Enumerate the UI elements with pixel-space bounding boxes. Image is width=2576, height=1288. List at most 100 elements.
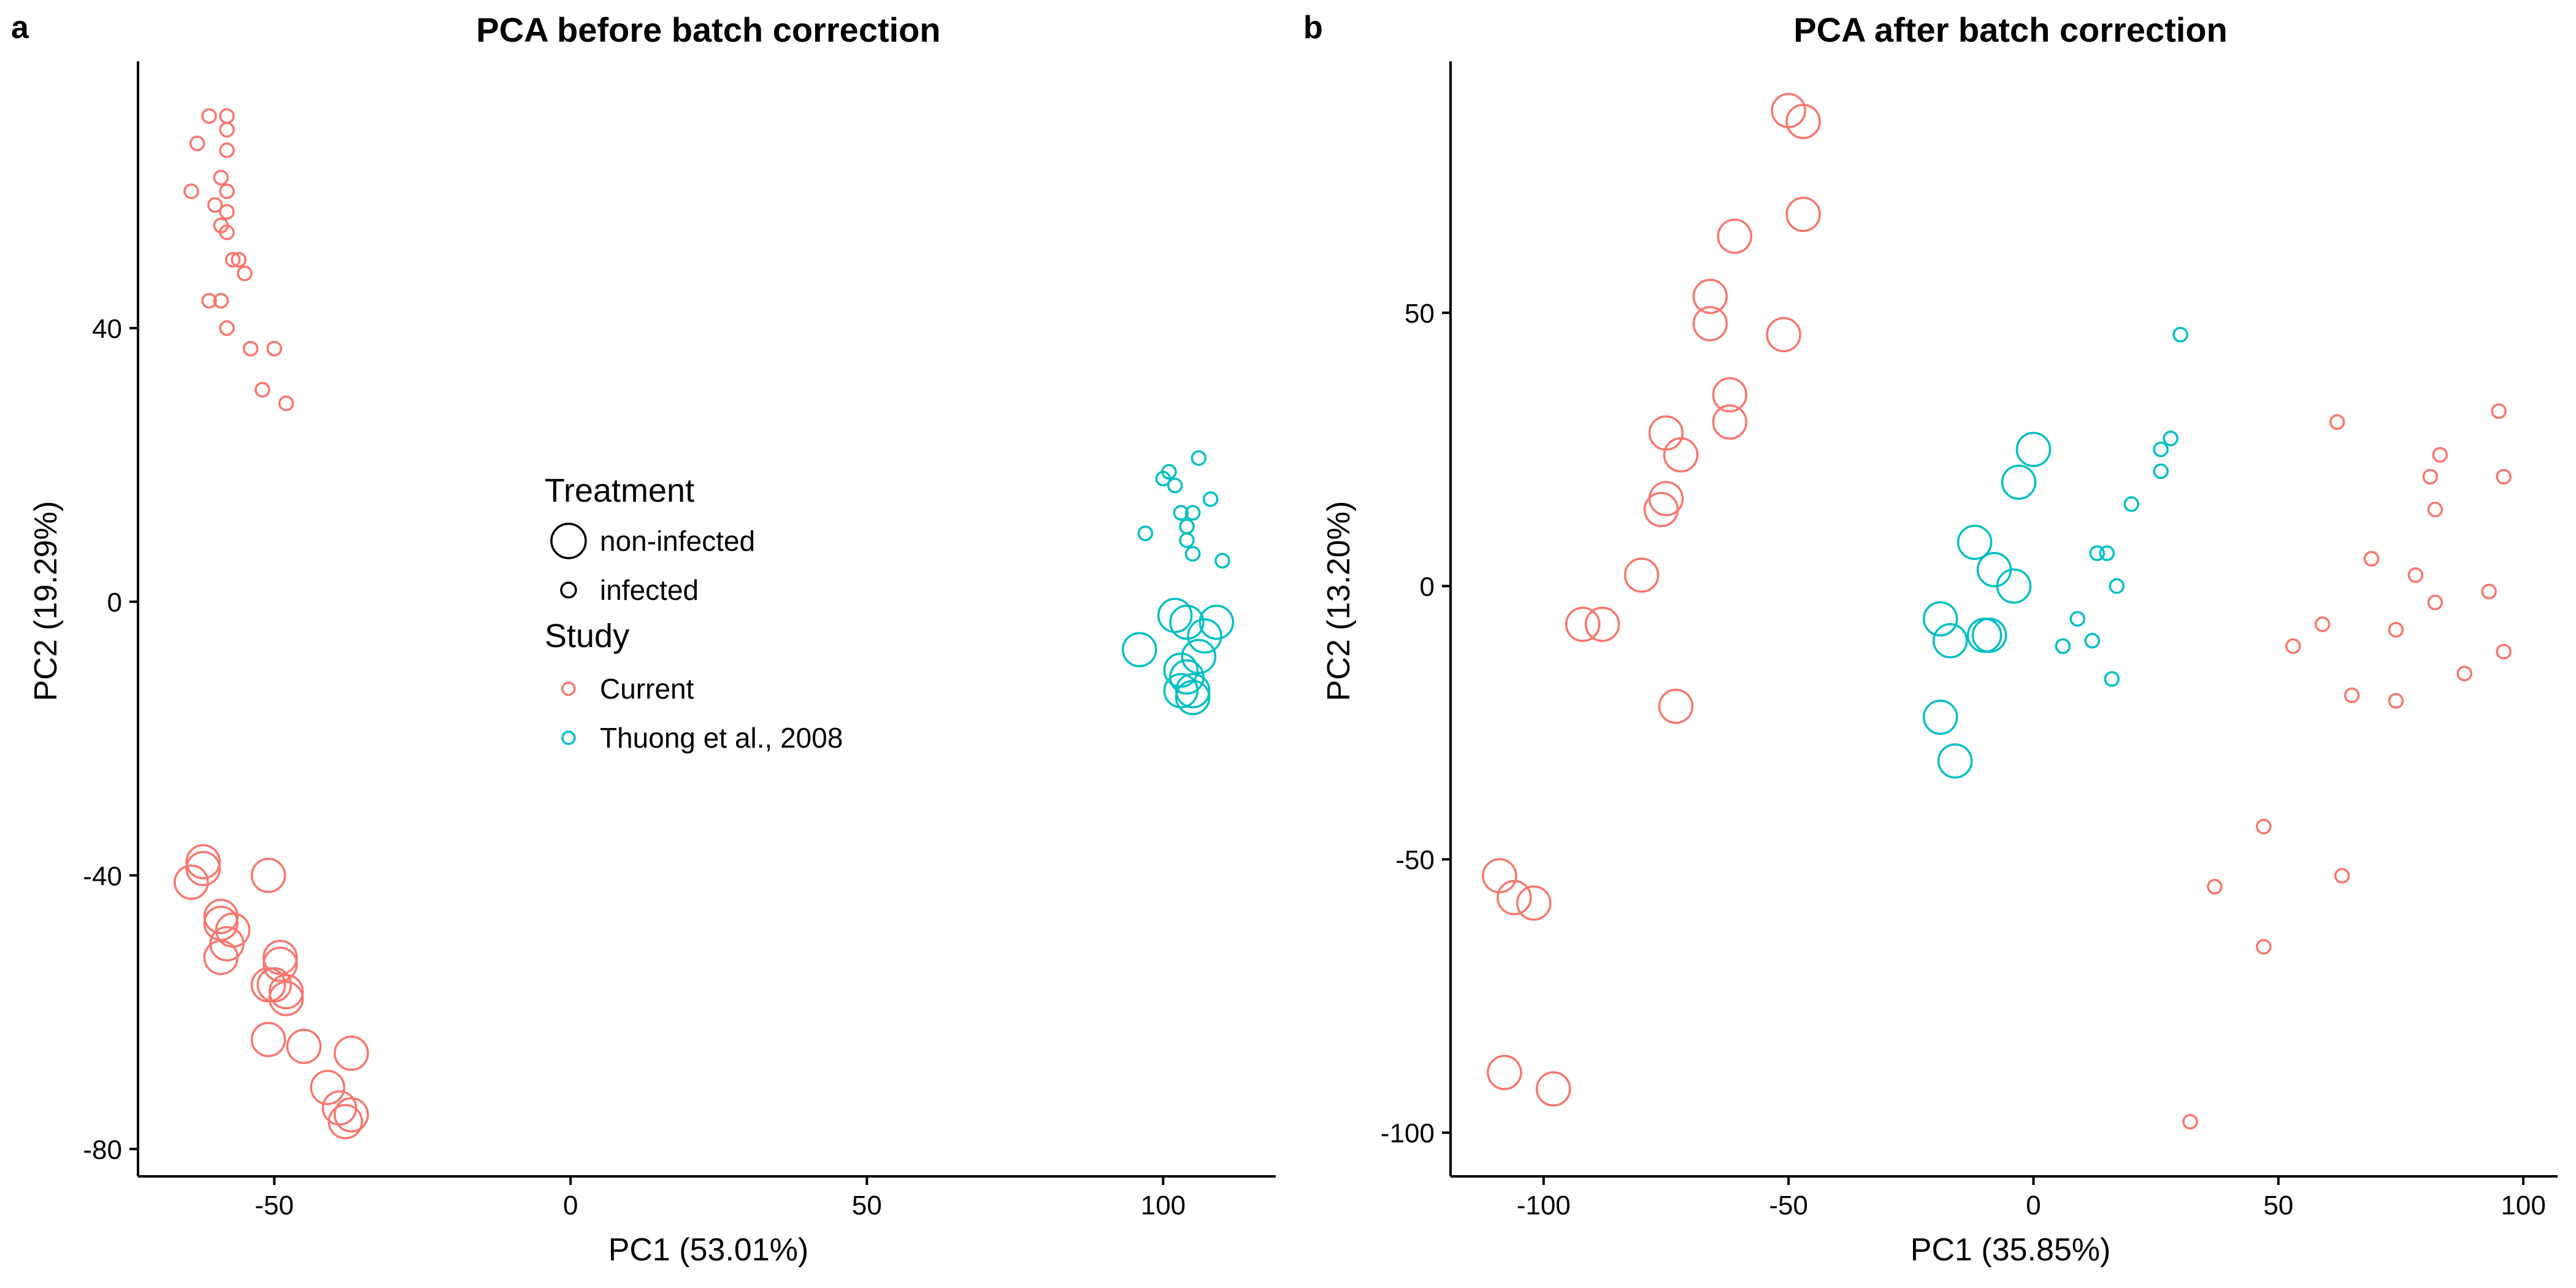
x-tick-label: 100 (1141, 1190, 1186, 1221)
data-point (250, 1022, 286, 1057)
data-point (2015, 431, 2052, 467)
data-point (2314, 616, 2331, 632)
y-tick-label: 0 (1420, 572, 1435, 602)
panel-a-y-axis-label: PC2 (19.29%) (28, 501, 64, 702)
legend-non-infected-marker (550, 523, 587, 559)
data-point (1137, 525, 1154, 542)
x-tick-label: 50 (852, 1190, 882, 1221)
data-point (2084, 632, 2101, 649)
data-point (268, 981, 304, 1016)
data-point (1487, 1054, 1522, 1091)
data-point (203, 905, 239, 941)
panel-a: a PCA before batch correction PC1 (53.01… (11, 10, 1276, 1268)
data-point (1497, 880, 1532, 916)
data-point (2456, 665, 2473, 681)
data-point (2496, 643, 2512, 660)
x-tick-label: 100 (2501, 1190, 2545, 1221)
data-point (1584, 607, 1620, 642)
data-point (1996, 568, 2032, 604)
data-point (185, 844, 221, 880)
data-point (2089, 545, 2105, 561)
data-point (1175, 680, 1211, 716)
panel-a-title: PCA before batch correction (476, 10, 940, 49)
legend-thuong-label: Thuong et al., 2008 (600, 722, 843, 754)
data-point (1482, 858, 1517, 894)
data-point (286, 1029, 322, 1064)
data-point (1167, 477, 1183, 494)
data-point (174, 864, 209, 900)
data-point (2363, 551, 2380, 567)
data-point (1957, 524, 1993, 560)
data-point (1771, 93, 1806, 128)
panel-a-letter: a (11, 10, 29, 45)
data-point (1175, 673, 1211, 708)
y-tick-label: -80 (83, 1135, 122, 1165)
data-point (334, 1097, 369, 1133)
x-tick-label: -50 (255, 1190, 294, 1221)
data-point (1198, 604, 1235, 640)
panel-b: b PCA after batch correction PC1 (35.85%… (1303, 10, 2558, 1268)
data-point (219, 108, 235, 124)
data-point (1184, 546, 1201, 562)
data-point (2153, 441, 2169, 458)
data-point (278, 395, 294, 412)
legend: Treatment non-infected infected Study Cu… (545, 472, 843, 754)
y-tick-label: 0 (107, 588, 122, 618)
panel-b-y-axis-label: PC2 (13.20%) (1321, 501, 1357, 702)
data-point (201, 108, 217, 124)
data-point (2163, 431, 2179, 447)
panel-a-x-axis-label: PC1 (53.01%) (608, 1232, 809, 1268)
x-tick-label: -100 (1517, 1190, 1571, 1221)
data-point (2344, 688, 2360, 703)
legend-study-title: Study (545, 618, 629, 654)
panel-a-plot-area: -50 0 50 100 -80 -40 0 40 (83, 61, 1276, 1221)
data-point (1157, 597, 1193, 634)
data-point (2481, 583, 2497, 600)
data-point (207, 197, 223, 213)
data-point (1663, 437, 1699, 473)
data-point (1976, 552, 2012, 588)
data-point (1922, 601, 1958, 637)
data-point (219, 142, 235, 158)
y-tick-label: 50 (1405, 299, 1435, 329)
data-point (2329, 414, 2345, 430)
data-point (2182, 1114, 2198, 1130)
data-point (219, 204, 235, 220)
data-point (219, 183, 235, 199)
data-point (1643, 492, 1679, 527)
data-point (1169, 659, 1205, 695)
panel-b-x-axis-label: PC1 (35.85%) (1911, 1232, 2111, 1268)
legend-treatment-title: Treatment (545, 472, 694, 509)
data-point (2388, 692, 2404, 709)
data-point (219, 224, 235, 240)
data-point (1692, 278, 1728, 314)
data-point (2491, 403, 2507, 420)
y-tick-label: -100 (1381, 1119, 1435, 1149)
data-point (1766, 316, 1801, 353)
data-point (334, 1035, 369, 1071)
data-point (256, 967, 292, 1003)
data-point (2427, 502, 2444, 518)
data-point (1122, 632, 1157, 667)
data-point (266, 340, 282, 357)
data-point (219, 320, 235, 336)
data-point (2069, 611, 2086, 627)
data-point (213, 169, 229, 186)
data-point (203, 899, 239, 934)
data-point (2256, 818, 2272, 835)
y-tick-label: -40 (83, 861, 122, 891)
data-point (2109, 578, 2125, 594)
data-point (1565, 607, 1601, 642)
y-tick-label: 40 (92, 314, 122, 344)
data-point (1181, 638, 1217, 675)
data-point (321, 1090, 358, 1126)
data-point (2422, 469, 2439, 485)
data-point (1712, 377, 1747, 413)
data-point (2207, 878, 2223, 895)
legend-thuong-marker (561, 730, 576, 745)
data-point (213, 293, 229, 309)
data-point (1971, 617, 2007, 653)
data-point (2099, 545, 2115, 561)
data-point (2407, 567, 2424, 583)
